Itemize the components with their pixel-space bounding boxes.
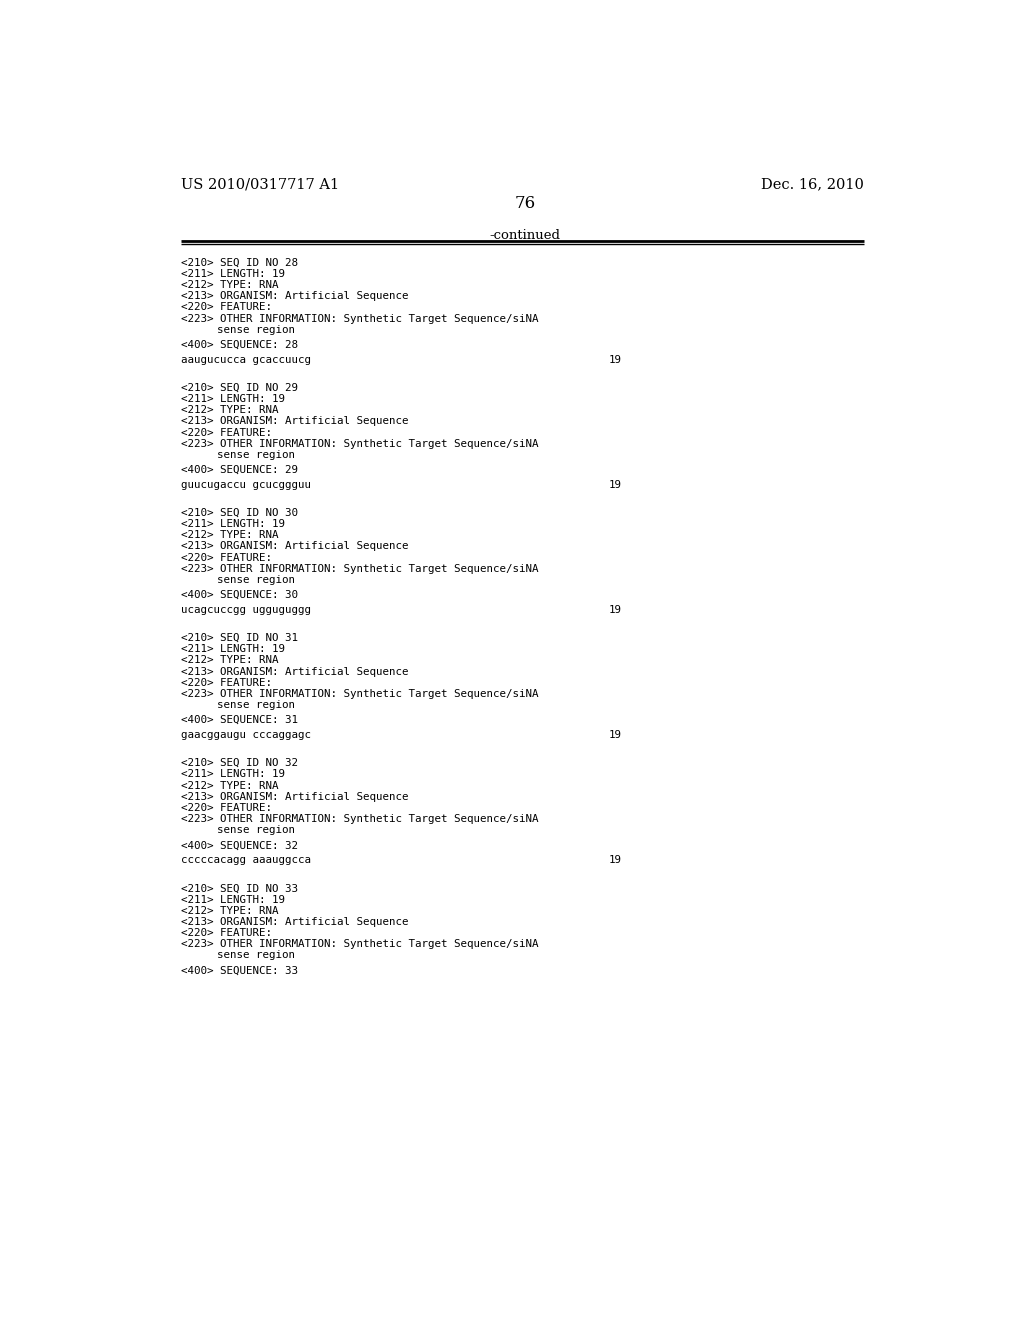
Text: <210> SEQ ID NO 29: <210> SEQ ID NO 29 [180, 383, 298, 393]
Text: <213> ORGANISM: Artificial Sequence: <213> ORGANISM: Artificial Sequence [180, 416, 409, 426]
Text: <212> TYPE: RNA: <212> TYPE: RNA [180, 656, 279, 665]
Text: <212> TYPE: RNA: <212> TYPE: RNA [180, 531, 279, 540]
Text: <210> SEQ ID NO 28: <210> SEQ ID NO 28 [180, 257, 298, 268]
Text: sense region: sense region [217, 576, 295, 585]
Text: <212> TYPE: RNA: <212> TYPE: RNA [180, 780, 279, 791]
Text: <211> LENGTH: 19: <211> LENGTH: 19 [180, 395, 285, 404]
Text: sense region: sense region [217, 325, 295, 335]
Text: <223> OTHER INFORMATION: Synthetic Target Sequence/siNA: <223> OTHER INFORMATION: Synthetic Targe… [180, 689, 539, 698]
Text: sense region: sense region [217, 700, 295, 710]
Text: <211> LENGTH: 19: <211> LENGTH: 19 [180, 519, 285, 529]
Text: -continued: -continued [489, 230, 560, 243]
Text: Dec. 16, 2010: Dec. 16, 2010 [762, 178, 864, 191]
Text: sense region: sense region [217, 950, 295, 961]
Text: <223> OTHER INFORMATION: Synthetic Target Sequence/siNA: <223> OTHER INFORMATION: Synthetic Targe… [180, 940, 539, 949]
Text: <211> LENGTH: 19: <211> LENGTH: 19 [180, 269, 285, 279]
Text: aaugucucca gcaccuucg: aaugucucca gcaccuucg [180, 355, 310, 364]
Text: <400> SEQUENCE: 32: <400> SEQUENCE: 32 [180, 841, 298, 850]
Text: <223> OTHER INFORMATION: Synthetic Target Sequence/siNA: <223> OTHER INFORMATION: Synthetic Targe… [180, 314, 539, 323]
Text: <400> SEQUENCE: 29: <400> SEQUENCE: 29 [180, 465, 298, 475]
Text: <400> SEQUENCE: 33: <400> SEQUENCE: 33 [180, 965, 298, 975]
Text: ucagcuccgg ugguguggg: ucagcuccgg ugguguggg [180, 605, 310, 615]
Text: 19: 19 [608, 605, 622, 615]
Text: <223> OTHER INFORMATION: Synthetic Target Sequence/siNA: <223> OTHER INFORMATION: Synthetic Targe… [180, 814, 539, 824]
Text: <210> SEQ ID NO 32: <210> SEQ ID NO 32 [180, 758, 298, 768]
Text: <220> FEATURE:: <220> FEATURE: [180, 928, 271, 939]
Text: <400> SEQUENCE: 30: <400> SEQUENCE: 30 [180, 590, 298, 601]
Text: <213> ORGANISM: Artificial Sequence: <213> ORGANISM: Artificial Sequence [180, 541, 409, 552]
Text: <212> TYPE: RNA: <212> TYPE: RNA [180, 405, 279, 416]
Text: 19: 19 [608, 730, 622, 741]
Text: guucugaccu gcucggguu: guucugaccu gcucggguu [180, 480, 310, 490]
Text: <400> SEQUENCE: 31: <400> SEQUENCE: 31 [180, 715, 298, 725]
Text: <210> SEQ ID NO 30: <210> SEQ ID NO 30 [180, 508, 298, 517]
Text: cccccacagg aaauggcca: cccccacagg aaauggcca [180, 855, 310, 865]
Text: <220> FEATURE:: <220> FEATURE: [180, 428, 271, 437]
Text: <212> TYPE: RNA: <212> TYPE: RNA [180, 906, 279, 916]
Text: <210> SEQ ID NO 33: <210> SEQ ID NO 33 [180, 883, 298, 894]
Text: gaacggaugu cccaggagc: gaacggaugu cccaggagc [180, 730, 310, 741]
Text: sense region: sense region [217, 825, 295, 836]
Text: 19: 19 [608, 855, 622, 865]
Text: <400> SEQUENCE: 28: <400> SEQUENCE: 28 [180, 339, 298, 350]
Text: <211> LENGTH: 19: <211> LENGTH: 19 [180, 770, 285, 779]
Text: 19: 19 [608, 355, 622, 364]
Text: sense region: sense region [217, 450, 295, 459]
Text: <220> FEATURE:: <220> FEATURE: [180, 677, 271, 688]
Text: 19: 19 [608, 480, 622, 490]
Text: <220> FEATURE:: <220> FEATURE: [180, 553, 271, 562]
Text: <213> ORGANISM: Artificial Sequence: <213> ORGANISM: Artificial Sequence [180, 292, 409, 301]
Text: <213> ORGANISM: Artificial Sequence: <213> ORGANISM: Artificial Sequence [180, 917, 409, 927]
Text: <211> LENGTH: 19: <211> LENGTH: 19 [180, 895, 285, 904]
Text: <223> OTHER INFORMATION: Synthetic Target Sequence/siNA: <223> OTHER INFORMATION: Synthetic Targe… [180, 564, 539, 574]
Text: <213> ORGANISM: Artificial Sequence: <213> ORGANISM: Artificial Sequence [180, 667, 409, 677]
Text: <220> FEATURE:: <220> FEATURE: [180, 302, 271, 313]
Text: <211> LENGTH: 19: <211> LENGTH: 19 [180, 644, 285, 655]
Text: <210> SEQ ID NO 31: <210> SEQ ID NO 31 [180, 634, 298, 643]
Text: US 2010/0317717 A1: US 2010/0317717 A1 [180, 178, 339, 191]
Text: <220> FEATURE:: <220> FEATURE: [180, 803, 271, 813]
Text: <213> ORGANISM: Artificial Sequence: <213> ORGANISM: Artificial Sequence [180, 792, 409, 801]
Text: <223> OTHER INFORMATION: Synthetic Target Sequence/siNA: <223> OTHER INFORMATION: Synthetic Targe… [180, 438, 539, 449]
Text: <212> TYPE: RNA: <212> TYPE: RNA [180, 280, 279, 290]
Text: 76: 76 [514, 195, 536, 213]
